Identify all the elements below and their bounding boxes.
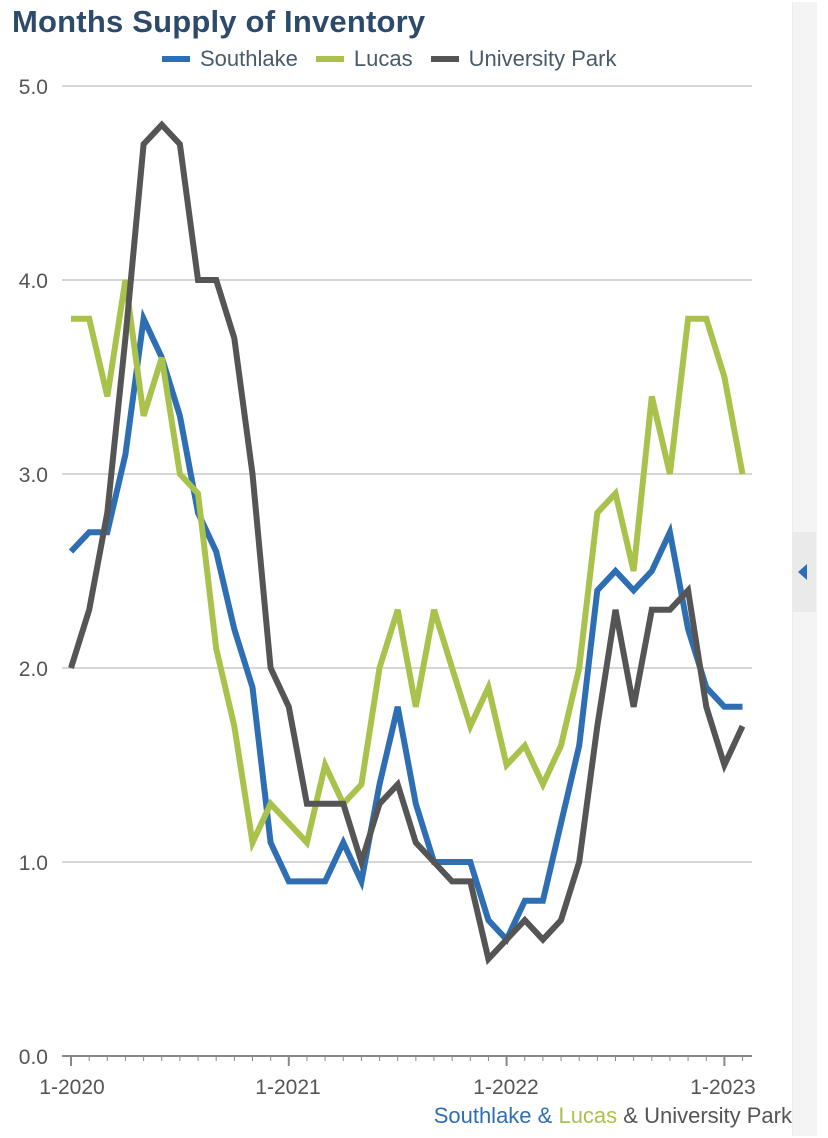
series-line-lucas[interactable] [71,279,746,853]
x-tick-label: 1-2022 [473,1076,539,1099]
chevron-left-icon[interactable] [798,564,807,580]
y-tick-label: 2.0 [18,658,48,681]
chart-legend: Southlake Lucas University Park [162,46,617,72]
legend-swatch-university-park [430,56,459,62]
legend-item-university-park[interactable]: University Park [430,46,617,72]
y-tick-label: 5.0 [18,76,48,99]
footer-university-park: University Park [644,1103,792,1128]
y-tick-label: 0.0 [18,1046,48,1069]
legend-swatch-southlake [162,56,190,62]
x-tick-label: 1-2023 [690,1076,756,1099]
x-tick-label: 1-2021 [255,1076,321,1099]
chart-footer-caption: Southlake & Lucas & University Park [434,1103,792,1129]
footer-southlake: Southlake [433,1103,532,1128]
footer-ampersand: & [617,1103,645,1128]
legend-swatch-lucas [315,56,344,62]
legend-item-southlake[interactable]: Southlake [162,46,298,72]
legend-label-lucas: Lucas [353,46,413,71]
legend-label-southlake: Southlake [200,46,298,71]
footer-ampersand: & [531,1103,559,1128]
legend-item-lucas[interactable]: Lucas [315,46,413,72]
x-tick-label: 1-2020 [39,1076,105,1099]
series-line-university-park[interactable] [68,120,746,966]
footer-lucas: Lucas [558,1103,618,1128]
y-tick-label: 3.0 [18,464,48,487]
y-tick-label: 4.0 [18,270,48,293]
legend-label-university-park: University Park [468,46,617,71]
chart-title: Months Supply of Inventory [12,4,426,39]
series-line-southlake[interactable] [68,308,743,945]
y-tick-label: 1.0 [18,852,48,875]
